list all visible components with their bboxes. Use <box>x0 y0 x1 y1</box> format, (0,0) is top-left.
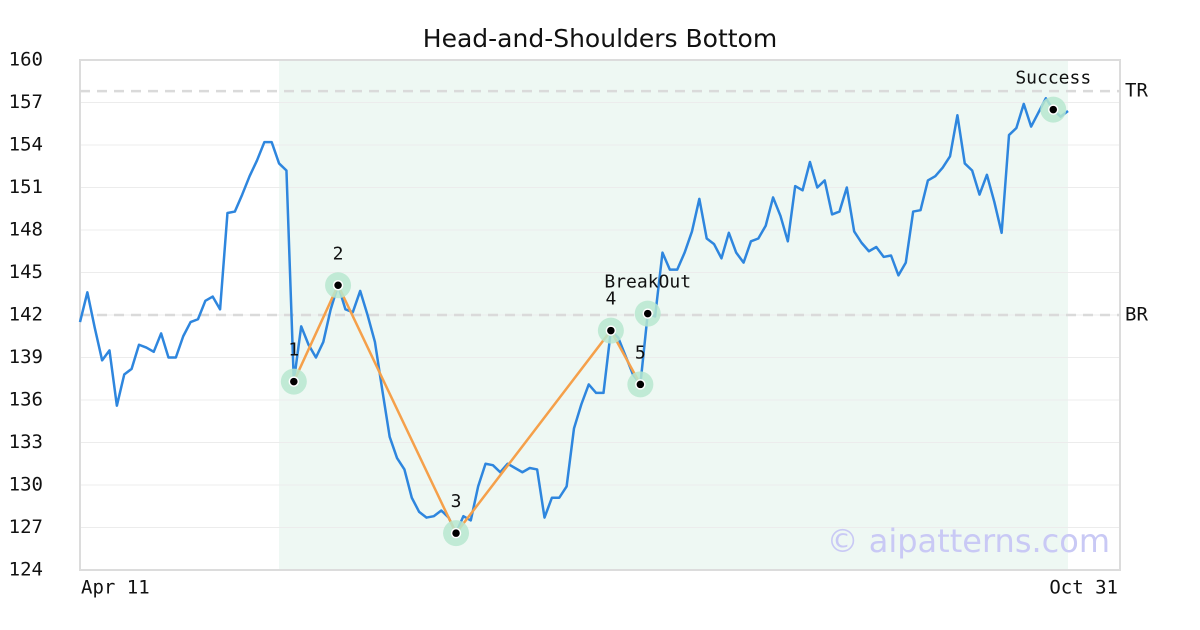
point-dot <box>288 376 300 387</box>
y-tick-label: 160 <box>9 49 43 71</box>
y-tick-label: 139 <box>9 346 43 368</box>
y-tick-label: 133 <box>9 431 43 453</box>
point-label: 4 <box>605 289 616 310</box>
x-tick-label: Oct 31 <box>1049 577 1118 599</box>
y-tick-label: 148 <box>9 219 43 241</box>
x-tick-label: Apr 11 <box>81 577 150 599</box>
y-tick-label: 157 <box>9 91 43 113</box>
reference-label: BR <box>1125 304 1148 326</box>
point-label: Success <box>1015 68 1091 89</box>
y-tick-label: 151 <box>9 176 43 198</box>
point-dot <box>1048 104 1059 115</box>
watermark: © aipatterns.com <box>827 522 1110 560</box>
chart-title: Head-and-Shoulders Bottom <box>423 24 777 53</box>
y-tick-label: 142 <box>9 304 43 326</box>
point-dot <box>605 325 617 336</box>
point-label: 5 <box>635 342 646 363</box>
point-label: 3 <box>451 491 462 512</box>
point-label: BreakOut <box>604 272 691 293</box>
y-tick-label: 145 <box>9 261 43 283</box>
y-tick-label: 136 <box>9 389 43 411</box>
y-tick-label: 130 <box>9 474 43 496</box>
point-dot <box>450 527 462 539</box>
price-line <box>78 97 1069 535</box>
y-tick-label: 124 <box>9 559 43 581</box>
point-dot <box>642 308 653 319</box>
point-dot <box>635 379 646 390</box>
reference-label: TR <box>1125 80 1148 102</box>
y-tick-label: 127 <box>9 516 43 538</box>
point-label: 1 <box>288 340 299 361</box>
point-dot <box>332 280 344 291</box>
point-label: 2 <box>333 243 344 264</box>
y-tick-label: 154 <box>9 134 43 156</box>
